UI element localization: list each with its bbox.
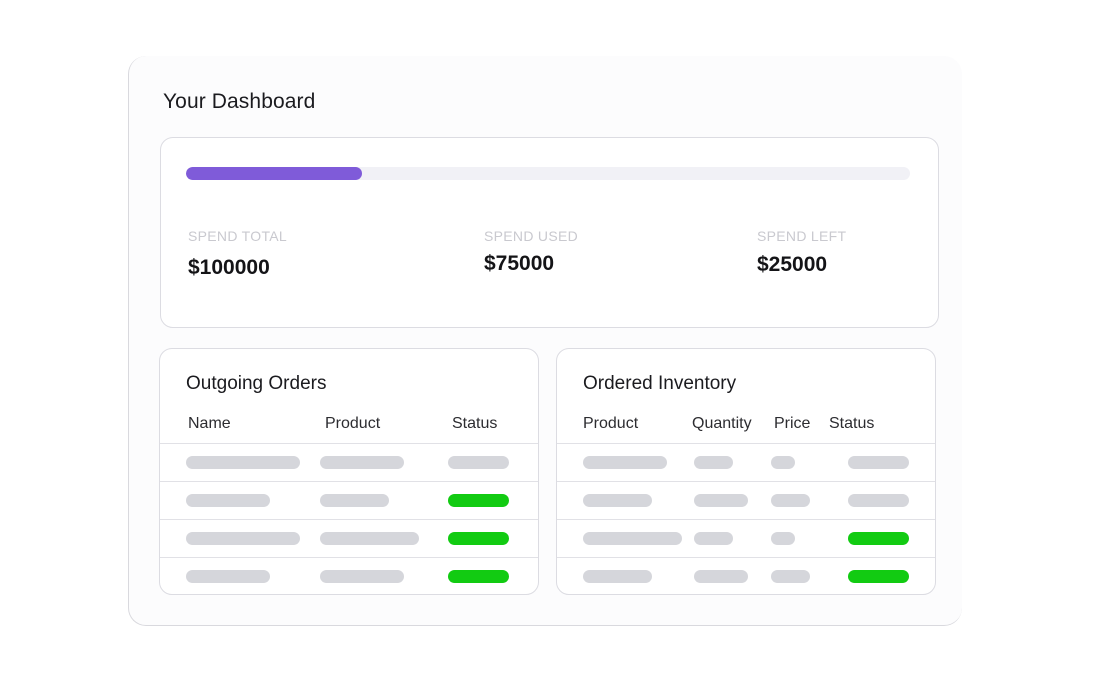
table-row[interactable] — [557, 557, 935, 595]
page-title: Your Dashboard — [163, 90, 316, 113]
card-title: Ordered Inventory — [583, 373, 737, 394]
row-quantity-placeholder — [694, 570, 748, 583]
column-header-status[interactable]: Status — [829, 415, 875, 432]
status-pill — [848, 570, 909, 583]
table-row[interactable] — [557, 519, 935, 557]
status-pill — [448, 494, 509, 507]
table-row[interactable] — [160, 481, 538, 519]
table-row[interactable] — [557, 481, 935, 519]
row-name-placeholder — [186, 456, 300, 469]
table-row[interactable] — [160, 519, 538, 557]
column-header-product[interactable]: Product — [325, 415, 381, 432]
table-row[interactable] — [557, 443, 935, 481]
dashboard-window: Your Dashboard SPEND TOTAL $100000 SPEND… — [128, 56, 962, 626]
spend-progress-fill — [186, 167, 362, 180]
row-product-placeholder — [583, 456, 667, 469]
column-header-name[interactable]: Name — [188, 415, 231, 432]
stat-value: $75000 — [484, 252, 555, 275]
row-price-placeholder — [771, 494, 810, 507]
row-product-placeholder — [320, 456, 404, 469]
status-pill — [448, 532, 509, 545]
row-price-placeholder — [771, 456, 795, 469]
ordered-inventory-card: Ordered Inventory Product Quantity Price… — [556, 348, 936, 595]
row-quantity-placeholder — [694, 494, 748, 507]
status-pill — [848, 494, 909, 507]
row-name-placeholder — [186, 532, 300, 545]
stat-value: $25000 — [757, 253, 828, 276]
stat-value: $100000 — [188, 256, 270, 279]
row-product-placeholder — [320, 570, 404, 583]
stat-label: SPEND LEFT — [757, 228, 847, 244]
table-row[interactable] — [160, 557, 538, 595]
row-product-placeholder — [583, 570, 652, 583]
row-price-placeholder — [771, 532, 795, 545]
row-price-placeholder — [771, 570, 810, 583]
row-quantity-placeholder — [694, 456, 733, 469]
status-pill — [448, 570, 509, 583]
stat-label: SPEND TOTAL — [188, 228, 287, 244]
spend-summary-card: SPEND TOTAL $100000 SPEND USED $75000 SP… — [160, 137, 939, 328]
row-name-placeholder — [186, 570, 270, 583]
column-header-quantity[interactable]: Quantity — [692, 415, 752, 432]
stat-spend-left: SPEND LEFT $25000 — [757, 228, 846, 277]
row-product-placeholder — [320, 494, 389, 507]
row-name-placeholder — [186, 494, 270, 507]
status-pill — [848, 532, 909, 545]
outgoing-orders-card: Outgoing Orders Name Product Status — [159, 348, 539, 595]
stat-spend-used: SPEND USED $75000 — [484, 228, 578, 276]
row-product-placeholder — [583, 494, 652, 507]
column-header-product[interactable]: Product — [583, 415, 639, 432]
table-row[interactable] — [160, 443, 538, 481]
spend-progress-bar — [186, 167, 910, 180]
status-pill — [448, 456, 509, 469]
stat-label: SPEND USED — [484, 228, 579, 244]
column-header-status[interactable]: Status — [452, 415, 498, 432]
row-quantity-placeholder — [694, 532, 733, 545]
row-product-placeholder — [583, 532, 682, 545]
stat-spend-total: SPEND TOTAL $100000 — [188, 228, 287, 280]
card-title: Outgoing Orders — [186, 373, 327, 394]
row-product-placeholder — [320, 532, 419, 545]
status-pill — [848, 456, 909, 469]
column-header-price[interactable]: Price — [774, 415, 811, 432]
